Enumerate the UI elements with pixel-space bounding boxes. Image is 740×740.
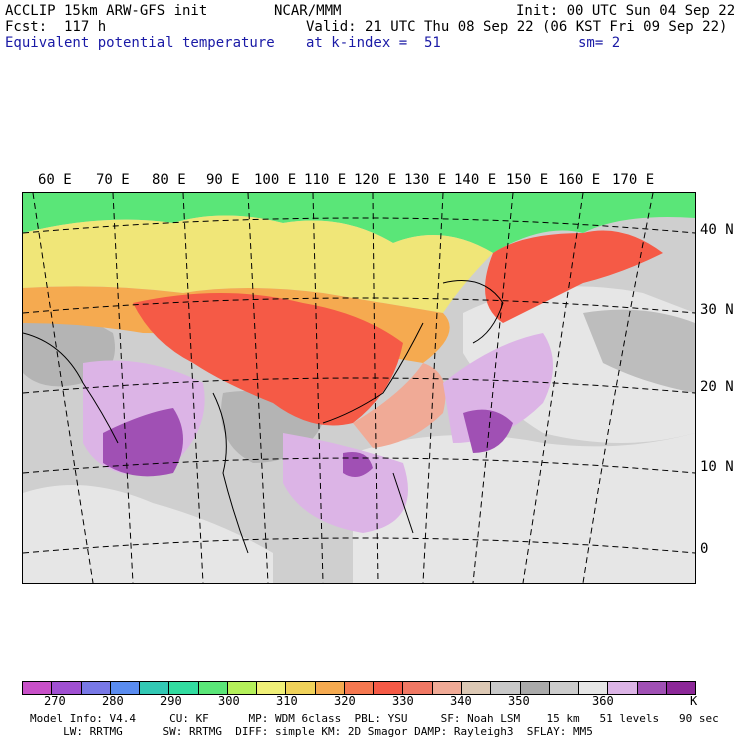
field-name: Equivalent potential temperature (5, 35, 275, 51)
colorbar-tick: 310 (276, 694, 298, 708)
colorbar-segment (461, 682, 492, 694)
lat-label: 10 N (700, 459, 734, 475)
colorbar-segment (608, 682, 638, 694)
lon-label: 90 E (206, 172, 240, 188)
lon-label: 100 E (254, 172, 297, 188)
purple-core (103, 408, 183, 477)
lon-label: 110 E (304, 172, 347, 188)
theta-e-map (22, 192, 696, 584)
red-core-japan (485, 230, 663, 323)
red-core (133, 293, 403, 426)
purple-core (463, 409, 513, 453)
colorbar-tick: 270 (44, 694, 66, 708)
valid-time: Valid: 21 UTC Thu 08 Sep 22 (06 KST Fri … (306, 19, 728, 35)
colorbar-segment (52, 682, 82, 694)
colorbar-tick: 290 (160, 694, 182, 708)
colorbar-tick: 320 (334, 694, 356, 708)
gray-region (583, 309, 695, 393)
colorbar-segment (227, 682, 258, 694)
model-info-line1: Model Info: V4.4 CU: KF MP: WDM 6class P… (30, 712, 719, 725)
light-field-region (23, 485, 273, 583)
smoothing-label: sm= 2 (578, 35, 621, 51)
colorbar-segment (169, 682, 199, 694)
colorbar-segment (23, 682, 53, 694)
lon-label: 60 E (38, 172, 72, 188)
lon-label: 80 E (152, 172, 186, 188)
map-canvas (23, 193, 695, 583)
colorbar-segment (549, 682, 580, 694)
colorbar-segment (579, 682, 609, 694)
colorbar-segment (140, 682, 170, 694)
colorbar-tick: 300 (218, 694, 240, 708)
colorbar-tick: 350 (508, 694, 530, 708)
colorbar-segment (666, 682, 696, 694)
colorbar-tick: 340 (450, 694, 472, 708)
colorbar-segment (403, 682, 433, 694)
light-field-region (353, 433, 695, 583)
colorbar-segment (81, 682, 111, 694)
lat-label: 30 N (700, 302, 734, 318)
model-title: ACCLIP 15km ARW-GFS init (5, 3, 208, 19)
lon-label: 120 E (354, 172, 397, 188)
colorbar-tick: 360 (592, 694, 614, 708)
lat-label: 20 N (700, 379, 734, 395)
yellow-band (23, 215, 493, 313)
lon-label: 130 E (404, 172, 447, 188)
lat-label: 0 (700, 541, 709, 557)
lat-label: 40 N (700, 222, 734, 238)
level-label: at k-index = 51 (306, 35, 441, 51)
model-info-line2: LW: RRTMG SW: RRTMG DIFF: simple KM: 2D … (30, 725, 593, 738)
colorbar-segment (315, 682, 345, 694)
forecast-hour: Fcst: 117 h (5, 19, 107, 35)
colorbar-segment (344, 682, 375, 694)
grid-lines (23, 193, 695, 583)
lon-label: 70 E (96, 172, 130, 188)
lon-label: 150 E (506, 172, 549, 188)
colorbar-segment (374, 682, 404, 694)
colorbar-segment (286, 682, 316, 694)
colorbar-segment (110, 682, 141, 694)
init-time: Init: 00 UTC Sun 04 Sep 22 (516, 3, 736, 19)
colorbar-tick: 280 (102, 694, 124, 708)
colorbar-segment (637, 682, 667, 694)
lon-label: 140 E (454, 172, 497, 188)
org-label: NCAR/MMM (274, 3, 342, 19)
colorbar-segment (491, 682, 521, 694)
coastlines (23, 280, 504, 554)
colorbar-segment (432, 682, 462, 694)
colorbar-unit: K (690, 694, 698, 708)
lon-label: 170 E (612, 172, 655, 188)
lon-label: 160 E (558, 172, 601, 188)
high-lat-band (23, 193, 695, 253)
colorbar-tick: 330 (392, 694, 414, 708)
colorbar (22, 681, 696, 695)
colorbar-segment (257, 682, 287, 694)
colorbar-segment (520, 682, 550, 694)
colorbar-segment (198, 682, 228, 694)
